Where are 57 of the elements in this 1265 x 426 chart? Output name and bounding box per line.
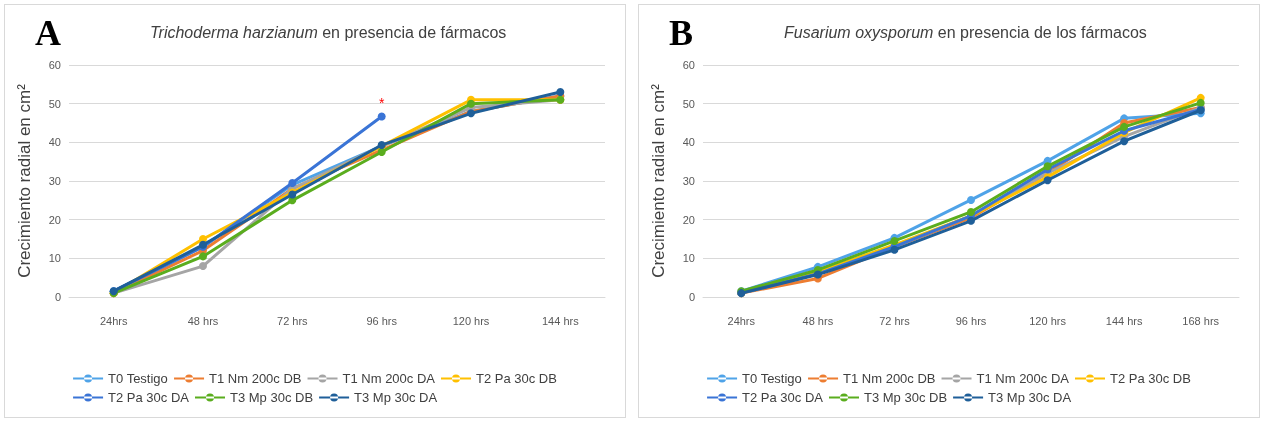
y-tick-label: 40 bbox=[48, 136, 61, 149]
y-tick-label: 60 bbox=[682, 59, 695, 71]
legend-label: T1 Nm 200c DA bbox=[342, 371, 436, 386]
legend-label: T0 Testigo bbox=[742, 371, 802, 386]
legend-label: T3 Mp 30c DA bbox=[354, 390, 438, 405]
x-tick-label: 72 hrs bbox=[277, 314, 309, 327]
point bbox=[199, 252, 207, 261]
chart-title: Fusarium oxysporum en presencia de los fármacos bbox=[784, 23, 1147, 41]
y-tick-label: 30 bbox=[48, 175, 61, 187]
legend-label: T3 Mp 30c DA bbox=[988, 390, 1072, 405]
x-tick-label: 24hrs bbox=[727, 314, 756, 327]
x-tick-label: 24hrs bbox=[99, 314, 128, 327]
x-tick-label: 48 hrs bbox=[187, 314, 219, 327]
y-tick-label: 10 bbox=[682, 252, 695, 265]
x-tick-label: 72 hrs bbox=[879, 314, 911, 327]
x-tick-label: 120 hrs bbox=[452, 314, 490, 327]
x-tick-label: 96 hrs bbox=[366, 314, 398, 327]
legend-label: T0 Testigo bbox=[108, 371, 168, 386]
y-tick-label: 50 bbox=[48, 97, 61, 110]
x-tick-label: 144 hrs bbox=[1105, 314, 1143, 327]
y-tick-label: 40 bbox=[682, 136, 695, 149]
y-tick-label: 60 bbox=[48, 59, 61, 71]
y-axis-title: Crecimiento radial en cm² bbox=[649, 83, 668, 278]
point bbox=[1120, 122, 1129, 131]
legend-label: T1 Nm 200c DB bbox=[209, 371, 302, 386]
y-tick-label: 10 bbox=[48, 252, 61, 265]
x-tick-label: 48 hrs bbox=[802, 314, 834, 327]
chart-title: Trichoderma harzianum en presencia de fármacos bbox=[150, 23, 507, 41]
y-tick-label: 0 bbox=[688, 291, 695, 303]
legend-label: T1 Nm 200c DA bbox=[976, 371, 1070, 386]
legend-label: T3 Mp 30c DB bbox=[230, 390, 314, 405]
legend-label: T1 Nm 200c DB bbox=[843, 371, 936, 386]
y-tick-label: 0 bbox=[54, 291, 61, 303]
legend-label: T2 Pa 30c DA bbox=[742, 390, 824, 405]
text: B bbox=[669, 13, 694, 53]
y-tick-label: 20 bbox=[48, 213, 61, 226]
point bbox=[377, 112, 386, 121]
point bbox=[467, 99, 475, 108]
legend-label: T2 Pa 30c DB bbox=[476, 371, 557, 386]
x-tick-label: 96 hrs bbox=[955, 314, 987, 327]
legend-label: T2 Pa 30c DA bbox=[108, 390, 190, 405]
point bbox=[1196, 98, 1205, 107]
x-tick-label: 168 hrs bbox=[1182, 314, 1220, 327]
x-tick-label: 144 hrs bbox=[541, 314, 580, 327]
y-axis-title: Crecimiento radial en cm² bbox=[15, 83, 34, 278]
legend-label: T3 Mp 30c DB bbox=[864, 390, 948, 405]
point bbox=[967, 195, 975, 204]
y-tick-label: 50 bbox=[682, 97, 695, 110]
y-tick-label: 30 bbox=[682, 175, 695, 187]
point bbox=[967, 207, 975, 216]
annotation: * bbox=[378, 94, 385, 111]
legend-label: T2 Pa 30c DB bbox=[1110, 371, 1191, 386]
text: A bbox=[35, 13, 61, 53]
x-tick-label: 120 hrs bbox=[1029, 314, 1067, 327]
point bbox=[199, 262, 207, 271]
point bbox=[1120, 137, 1129, 146]
y-tick-label: 20 bbox=[682, 213, 695, 226]
